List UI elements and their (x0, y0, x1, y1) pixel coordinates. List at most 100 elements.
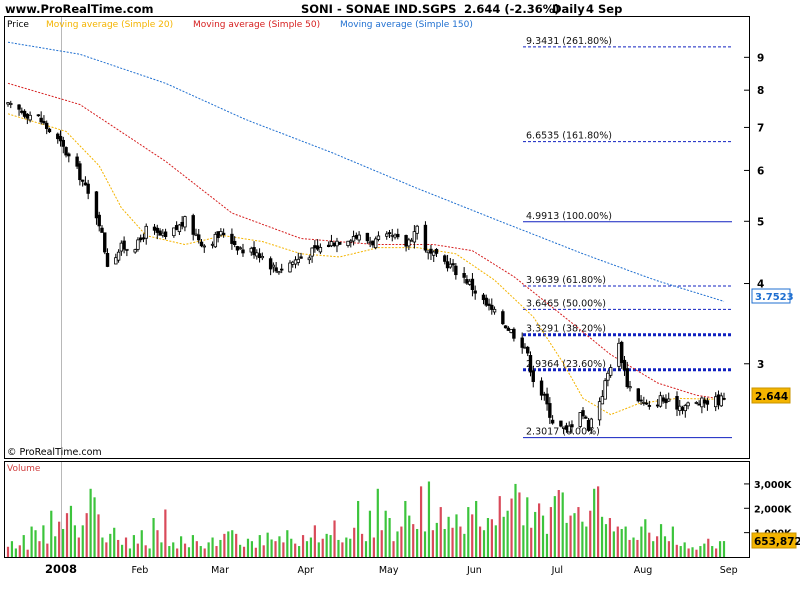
volume-bar (274, 541, 277, 557)
candle (578, 412, 582, 429)
fib-label-0: 9.3431 (261.80%) (526, 36, 612, 47)
volume-bar (309, 537, 313, 557)
candle (268, 256, 273, 276)
candle (675, 391, 679, 417)
candle (45, 120, 49, 135)
fib-label-6: 2.9364 (23.60%) (526, 359, 606, 370)
volume-bar (101, 537, 104, 557)
candle (125, 248, 129, 257)
candle (407, 237, 411, 251)
candle (603, 378, 607, 400)
volume-bar (195, 541, 198, 557)
candle (473, 285, 477, 300)
volume-bar (384, 510, 387, 557)
candle (683, 403, 687, 418)
volume-bar (486, 518, 490, 557)
candle (307, 255, 312, 265)
candle (396, 228, 400, 240)
candle (462, 267, 466, 284)
volume-bar (207, 542, 210, 557)
volume-bar (541, 515, 545, 557)
candle (94, 190, 99, 225)
volume-bar (132, 535, 135, 557)
volume-bar (703, 543, 706, 557)
volume-bar (282, 542, 285, 557)
volume-bar (156, 530, 159, 557)
candle (622, 355, 627, 376)
candle (75, 153, 79, 169)
volume-bar (581, 521, 584, 557)
price-tick-label: 7 (757, 122, 764, 134)
volume-bar (61, 528, 65, 557)
volume-bar (608, 518, 612, 557)
candle (42, 115, 46, 125)
candle (434, 248, 439, 258)
volume-bar (345, 537, 348, 557)
candle (667, 392, 671, 403)
volume-bar (183, 543, 187, 557)
candle (105, 248, 110, 268)
volume-bar (109, 533, 112, 557)
candle (338, 241, 342, 246)
volume-bar (561, 492, 564, 557)
price-axis: 3 4 5 6 7 8 9 (744, 52, 764, 371)
volume-bar (557, 490, 560, 557)
volume-bar (604, 524, 608, 557)
volume-bar (632, 537, 635, 557)
volume-bar (400, 526, 403, 557)
volume-bar (286, 530, 289, 557)
volume-bar (687, 548, 690, 557)
volume-tick-label: 3,000K (754, 480, 792, 491)
volume-bar (656, 536, 659, 557)
volume-bar (254, 547, 257, 557)
candle (512, 327, 516, 342)
volume-bar (164, 509, 167, 557)
candle (581, 407, 585, 420)
candle (531, 366, 535, 388)
candle (279, 263, 284, 274)
volume-bar (565, 522, 568, 557)
volume-bar (168, 546, 171, 557)
candle (230, 228, 234, 250)
date-tick-label: Aug (634, 565, 653, 576)
volume-bar (187, 547, 191, 557)
candle (296, 252, 300, 266)
candle (454, 262, 458, 280)
candle (86, 179, 90, 200)
volume-bar (447, 516, 450, 557)
candle (625, 361, 629, 389)
volume-title: Volume (7, 464, 41, 474)
volume-bar (203, 548, 206, 557)
volume-bar (569, 515, 572, 557)
volume-bar (89, 488, 92, 557)
volume-bar (648, 532, 651, 557)
date-tick-label: 2008 (45, 562, 77, 576)
candle (501, 309, 505, 326)
volume-bar (455, 514, 458, 557)
volume-bar (636, 539, 639, 557)
candle (277, 271, 281, 275)
volume-bar (573, 513, 576, 557)
volume-bar (270, 539, 273, 557)
candle (492, 306, 497, 315)
volume-bar (715, 548, 718, 557)
copyright: © ProRealTime.com (7, 447, 102, 458)
price-tick-label: 8 (757, 85, 764, 97)
candle (550, 415, 555, 425)
volume-bar (545, 533, 549, 557)
volume-bar (321, 538, 324, 557)
candle (97, 211, 101, 232)
candle (639, 395, 643, 405)
candle (197, 229, 201, 244)
candle (155, 224, 159, 240)
volume-bar (246, 538, 250, 557)
candle (520, 332, 524, 354)
volume-bar (124, 537, 128, 557)
candle (481, 293, 486, 305)
volume-bar (396, 531, 399, 557)
volume-bar (443, 528, 446, 557)
candle (103, 232, 107, 255)
price-tick-label: 3 (757, 359, 764, 371)
volume-bar (506, 510, 509, 557)
